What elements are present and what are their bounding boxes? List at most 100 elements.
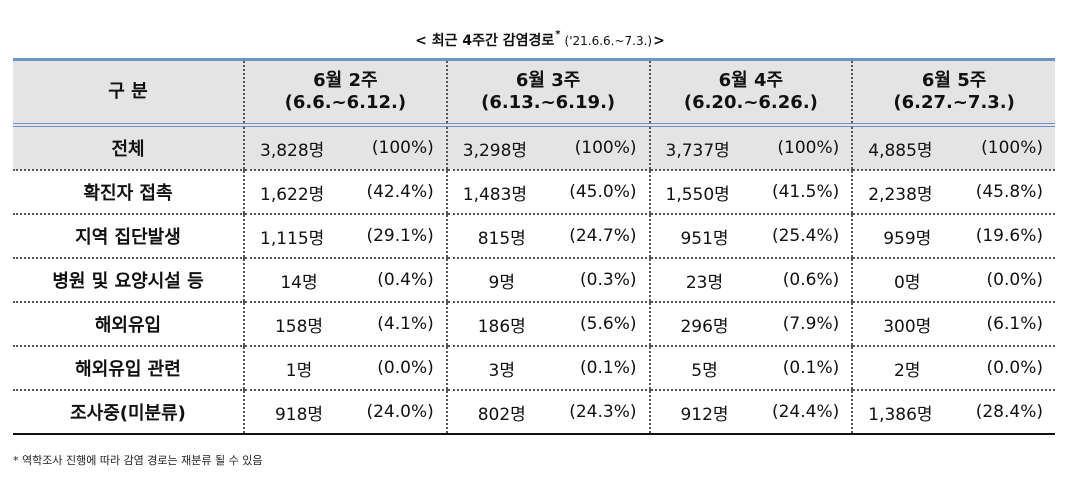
case-percent: (100%)	[777, 138, 840, 158]
table-cell: 1,386명 (28.4%)	[851, 390, 1055, 435]
table-cell: 918명 (24.0%)	[243, 390, 447, 435]
case-count: 1,386명	[868, 404, 933, 425]
case-count: 4,885명	[868, 140, 933, 161]
row-label: 전체	[13, 125, 244, 171]
header-week: 6월 5주 (6.27.~7.3.)	[851, 61, 1055, 127]
case-count: 2,238명	[868, 184, 933, 205]
table-cell: 23명 (0.6%)	[648, 258, 853, 303]
case-count: 1,483명	[462, 184, 528, 205]
title-close: >	[653, 33, 665, 49]
row-label: 확진자 접촉	[13, 170, 244, 215]
table-row: 조사중(미분류) 918명 (24.0%) 802명 (24.3%) 912명 (24.4%…	[13, 390, 1055, 435]
case-percent: (41.5%)	[771, 182, 840, 202]
table-cell: 296명 (7.9%)	[648, 302, 853, 347]
week-label: 6월 5주	[921, 70, 987, 91]
week-label: 6월 3주	[515, 70, 581, 91]
case-percent: (6.1%)	[986, 314, 1043, 334]
case-percent: (0.0%)	[377, 358, 434, 378]
case-count: 300명	[883, 316, 932, 337]
case-count: 802명	[477, 404, 526, 425]
infection-route-table: 구 분 6월 2주 (6.6.~6.12.) 6월 3주 (6.13.~6.19.)…	[13, 58, 1055, 435]
case-percent: (29.1%)	[366, 226, 434, 246]
case-count: 0명	[894, 272, 921, 293]
case-percent: (100%)	[574, 138, 637, 158]
case-percent: (45.8%)	[975, 182, 1043, 202]
case-percent: (0.1%)	[782, 358, 840, 378]
table-row: 전체 3,828명 (100%) 3,298명 (100%) 3,737명 (100%) 4,…	[13, 125, 1055, 171]
table-cell: 2명 (0.0%)	[851, 346, 1055, 391]
table-cell: 3,737명 (100%)	[648, 125, 853, 171]
case-count: 14명	[280, 272, 318, 293]
table-cell: 912명 (24.4%)	[648, 390, 853, 435]
title-text: < 최근 4주간 감염경로	[415, 33, 555, 49]
header-row: 구 분 6월 2주 (6.6.~6.12.) 6월 3주 (6.13.~6.19.)…	[13, 61, 1055, 127]
table-cell: 0명 (0.0%)	[851, 258, 1055, 303]
case-percent: (100%)	[981, 138, 1043, 158]
table-cell: 158명 (4.1%)	[243, 302, 447, 347]
table-cell: 5명 (0.1%)	[648, 346, 853, 391]
row-label: 병원 및 요양시설 등	[13, 258, 244, 303]
table-cell: 3명 (0.1%)	[445, 346, 650, 391]
case-percent: (0.1%)	[580, 358, 637, 378]
header-week: 6월 2주 (6.6.~6.12.)	[243, 61, 447, 127]
case-percent: (0.3%)	[580, 270, 637, 290]
case-count: 815명	[477, 228, 526, 249]
table-cell: 802명 (24.3%)	[445, 390, 650, 435]
footnote: * 역학조사 진행에 따라 감염 경로는 재분류 될 수 있음	[13, 454, 263, 467]
row-label: 조사중(미분류)	[13, 390, 244, 435]
header-week: 6월 3주 (6.13.~6.19.)	[445, 61, 650, 127]
table-cell: 186명 (5.6%)	[445, 302, 650, 347]
table-row: 병원 및 요양시설 등 14명 (0.4%) 9명 (0.3%) 23명 (0.6%) 0명 (…	[13, 258, 1055, 303]
table-cell: 1,483명 (45.0%)	[445, 170, 650, 215]
case-percent: (42.4%)	[366, 182, 434, 202]
case-percent: (4.1%)	[377, 314, 434, 334]
row-label: 해외유입	[13, 302, 244, 347]
case-count: 1명	[285, 360, 313, 381]
case-count: 296명	[680, 316, 729, 337]
case-percent: (24.4%)	[771, 402, 840, 422]
title-period: ('21.6.6.~7.3.)	[564, 34, 653, 48]
case-count: 959명	[883, 228, 932, 249]
case-count: 9명	[488, 272, 515, 293]
table-cell: 1,622명 (42.4%)	[243, 170, 447, 215]
case-count: 158명	[274, 316, 324, 337]
case-percent: (7.9%)	[782, 314, 840, 334]
table-row: 확진자 접촉 1,622명 (42.4%) 1,483명 (45.0%) 1,550명 (4…	[13, 170, 1055, 215]
case-percent: (0.0%)	[986, 358, 1043, 378]
table-cell: 3,828명 (100%)	[243, 125, 447, 171]
case-count: 3,828명	[260, 140, 325, 161]
header-category: 구 분	[13, 61, 244, 127]
table-cell: 815명 (24.7%)	[445, 214, 650, 259]
case-count: 3,298명	[462, 140, 528, 161]
table-cell: 2,238명 (45.8%)	[851, 170, 1055, 215]
week-range: (6.13.~6.19.)	[481, 92, 616, 113]
table-row: 해외유입 관련 1명 (0.0%) 3명 (0.1%) 5명 (0.1%) 2명 (0.0%)	[13, 346, 1055, 391]
case-percent: (28.4%)	[975, 402, 1043, 422]
case-percent: (24.7%)	[569, 226, 637, 246]
case-percent: (19.6%)	[975, 226, 1043, 246]
case-percent: (0.4%)	[377, 270, 434, 290]
week-range: (6.6.~6.12.)	[284, 92, 407, 113]
case-count: 5명	[691, 360, 718, 381]
table-cell: 1명 (0.0%)	[243, 346, 447, 391]
table-cell: 4,885명 (100%)	[851, 125, 1055, 171]
case-count: 3,737명	[665, 140, 730, 161]
week-range: (6.20.~6.26.)	[683, 92, 818, 113]
table-cell: 3,298명 (100%)	[445, 125, 650, 171]
case-count: 23명	[685, 272, 724, 293]
table-cell: 959명 (19.6%)	[851, 214, 1055, 259]
case-count: 1,115명	[260, 228, 325, 249]
case-percent: (0.6%)	[782, 270, 840, 290]
table-cell: 300명 (6.1%)	[851, 302, 1055, 347]
case-percent: (45.0%)	[569, 182, 637, 202]
table-cell: 14명 (0.4%)	[243, 258, 447, 303]
case-percent: (0.0%)	[986, 270, 1043, 290]
case-percent: (5.6%)	[580, 314, 637, 334]
case-percent: (25.4%)	[771, 226, 840, 246]
case-count: 3명	[488, 360, 515, 381]
header-week: 6월 4주 (6.20.~6.26.)	[648, 61, 853, 127]
week-range: (6.27.~7.3.)	[893, 92, 1015, 113]
week-label: 6월 4주	[718, 70, 784, 91]
case-count: 1,622명	[260, 184, 325, 205]
case-count: 2명	[894, 360, 921, 381]
